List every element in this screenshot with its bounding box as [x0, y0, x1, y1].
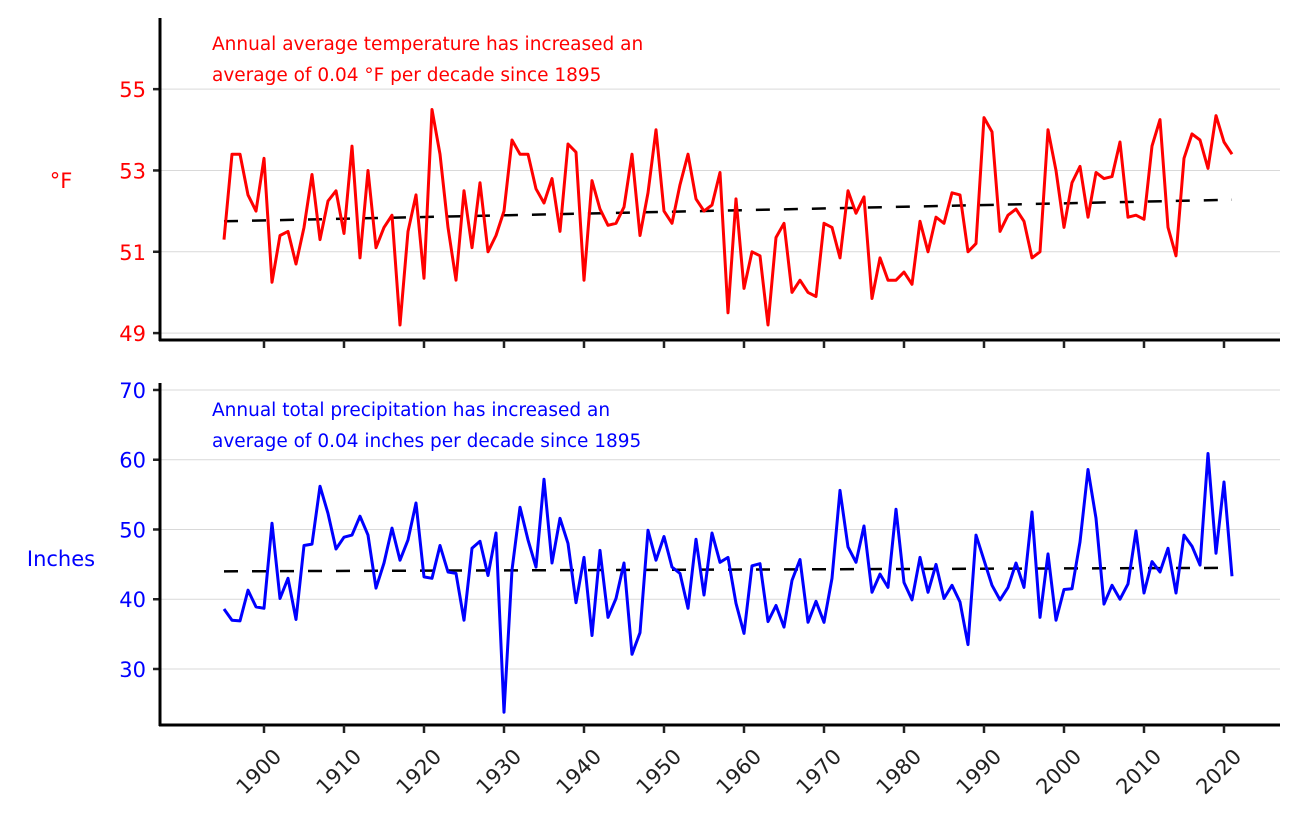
- temperature-y-axis-title: °F: [50, 169, 73, 193]
- temperature-panel: 49 51 53 55 Annual average temperature has …: [50, 18, 1280, 348]
- precipitation-y-tick-label: 50: [119, 518, 146, 542]
- precipitation-trend-line: [223, 566, 1233, 573]
- temperature-gridlines: [160, 88, 1280, 334]
- x-tick-label: 2010: [1112, 744, 1167, 799]
- temperature-annotation-line-2: average of 0.04 °F per decade since 1895: [212, 65, 601, 86]
- temperature-trend-line: [223, 198, 1233, 223]
- x-tick-label: 1990: [952, 744, 1007, 799]
- temperature-y-tick-label: 51: [119, 241, 146, 265]
- precipitation-y-tick-label: 60: [119, 449, 146, 473]
- precipitation-panel: 30 40 50 60 70 1900 1910 1920 1930 1940 1950 1960 19…: [27, 379, 1280, 799]
- precipitation-annotation-line-1: Annual total precipitation has increased…: [212, 400, 610, 421]
- temperature-line: [222, 108, 1234, 327]
- precipitation-y-tick-label: 70: [119, 379, 146, 403]
- precipitation-gridlines: [160, 389, 1280, 670]
- x-tick-label: 2020: [1192, 744, 1247, 799]
- x-tick-label: 1920: [392, 744, 447, 799]
- x-tick-label: 2000: [1032, 744, 1087, 799]
- temperature-series: [222, 108, 1234, 327]
- x-tick-label: 1900: [232, 744, 287, 799]
- x-tick-label: 1930: [472, 744, 527, 799]
- temperature-y-tick-label: 53: [119, 159, 146, 183]
- precipitation-series: [222, 452, 1234, 714]
- x-tick-label: 1970: [792, 744, 847, 799]
- precipitation-trend: [223, 566, 1233, 573]
- temperature-axes: 49 51 53 55: [119, 18, 1280, 348]
- temperature-trend: [223, 198, 1233, 223]
- x-tick-label: 1910: [312, 744, 367, 799]
- precipitation-y-tick-label: 40: [119, 588, 146, 612]
- x-tick-label: 1960: [712, 744, 767, 799]
- x-tick-label: 1940: [552, 744, 607, 799]
- precipitation-annotation-line-2: average of 0.04 inches per decade since …: [212, 431, 641, 452]
- temperature-y-tick-label: 49: [119, 322, 146, 346]
- x-tick-label: 1980: [872, 744, 927, 799]
- temperature-annotation-line-1: Annual average temperature has increased…: [212, 34, 643, 55]
- temperature-y-tick-label: 55: [119, 78, 146, 102]
- precipitation-y-axis-title: Inches: [27, 547, 95, 571]
- precipitation-line: [222, 452, 1234, 714]
- x-tick-label: 1950: [632, 744, 687, 799]
- precipitation-y-tick-label: 30: [119, 658, 146, 682]
